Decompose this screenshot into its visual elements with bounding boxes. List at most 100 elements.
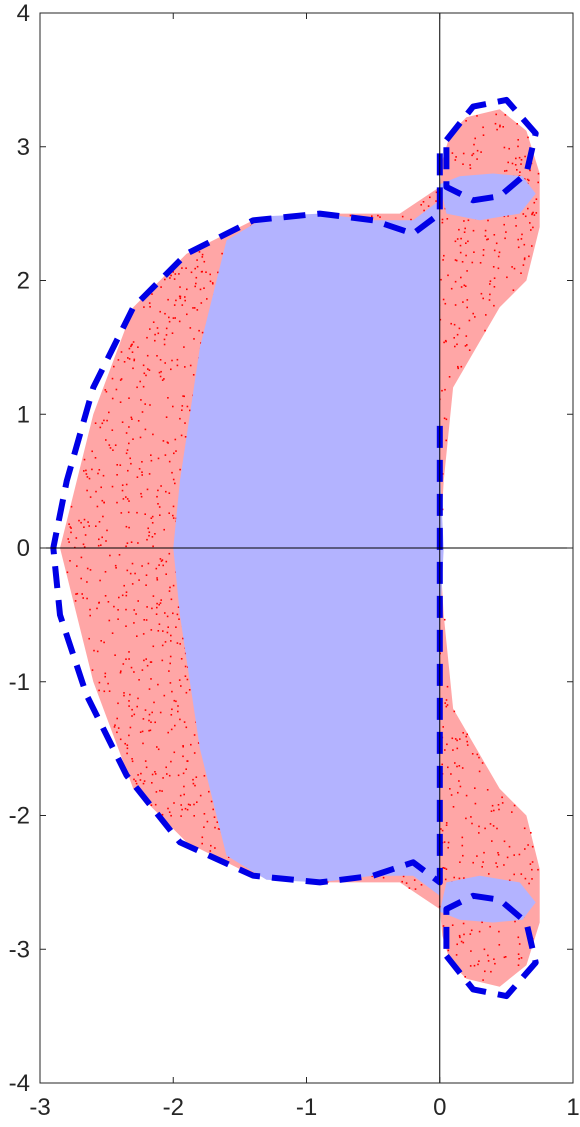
scatter-point [123,692,125,694]
scatter-point [179,718,181,721]
scatter-point [454,738,457,740]
scatter-point [157,630,160,632]
scatter-point [444,878,447,881]
scatter-point [169,682,172,684]
scatter-point [201,842,203,845]
scatter-point [165,560,168,563]
scatter-point [444,388,446,391]
scatter-point [122,498,125,500]
scatter-point [169,586,171,589]
scatter-point [118,554,121,556]
scatter-point [462,163,464,165]
scatter-point [484,235,487,237]
scatter-point [133,778,135,781]
scatter-point [466,744,469,746]
scatter-point [117,609,119,611]
scatter-point [121,484,124,486]
scatter-point [115,567,117,569]
scatter-point [119,401,122,403]
scatter-point [195,776,198,778]
scatter-point [164,454,167,456]
scatter-point [145,658,147,660]
scatter-point [446,743,448,746]
scatter-point [326,881,329,883]
scatter-point [216,821,219,823]
scatter-point [178,273,180,275]
scatter-point [201,331,204,334]
scatter-point [465,120,467,122]
scatter-point [128,500,130,502]
scatter-point [443,341,445,344]
boundary-curve-2 [443,96,539,204]
scatter-point [450,794,453,796]
scatter-point [196,309,199,311]
scatter-point [76,592,79,595]
scatter-point [170,634,172,637]
scatter-point [108,619,111,622]
scatter-point [200,302,203,304]
scatter-point [463,933,465,936]
scatter-point [193,803,195,806]
scatter-point [465,254,467,257]
scatter-point [167,731,169,734]
scatter-point [123,584,125,587]
scatter-point [167,626,169,628]
scatter-point [102,474,105,477]
scatter-point [127,511,130,514]
scatter-point [445,699,448,701]
scatter-point [503,864,505,866]
scatter-point [117,359,120,361]
scatter-point [471,154,473,157]
scatter-point [466,740,468,743]
scatter-point [423,209,425,212]
scatter-point [517,936,520,939]
scatter-point [474,802,477,805]
scatter-point [111,429,114,431]
scatter-point [413,879,416,881]
scatter-point [88,637,90,640]
scatter-point [450,322,452,325]
scatter-point [172,317,175,319]
scatter-point [456,333,459,336]
scatter-point [160,599,162,601]
scatter-point [456,765,458,768]
scatter-point [449,788,451,790]
scatter-point [496,866,499,868]
scatter-point [119,671,122,674]
scatter-point [177,606,180,608]
scatter-point [70,527,72,529]
scatter-point [151,782,153,784]
scatter-point [133,359,135,362]
scatter-point [477,963,479,966]
scatter-point [476,753,479,756]
scatter-point [130,416,133,419]
scatter-point [146,354,149,357]
scatter-point [504,956,507,958]
scatter-point [445,705,448,708]
scatter-point [522,264,525,266]
scatter-point [517,139,519,141]
y-tick-label: 0 [17,535,30,562]
scatter-point [114,444,117,446]
scatter-point [139,380,141,383]
scatter-point [156,327,159,329]
scatter-point [478,756,480,759]
scatter-point [470,816,472,818]
scatter-point [484,970,486,973]
scatter-point [168,460,171,463]
scatter-point [472,229,475,232]
scatter-point [132,438,134,440]
x-tick-label: -3 [29,1094,50,1121]
scatter-point [186,405,189,408]
scatter-point [506,856,509,859]
scatter-point [517,953,520,955]
scatter-point [517,238,519,241]
scatter-point [504,237,506,240]
scatter-point [148,729,150,732]
scatter-point [169,655,172,658]
scatter-point [467,240,469,243]
scatter-point [471,822,473,825]
scatter-point [155,791,158,793]
scatter-point [466,733,468,736]
scatter-point [129,726,132,729]
